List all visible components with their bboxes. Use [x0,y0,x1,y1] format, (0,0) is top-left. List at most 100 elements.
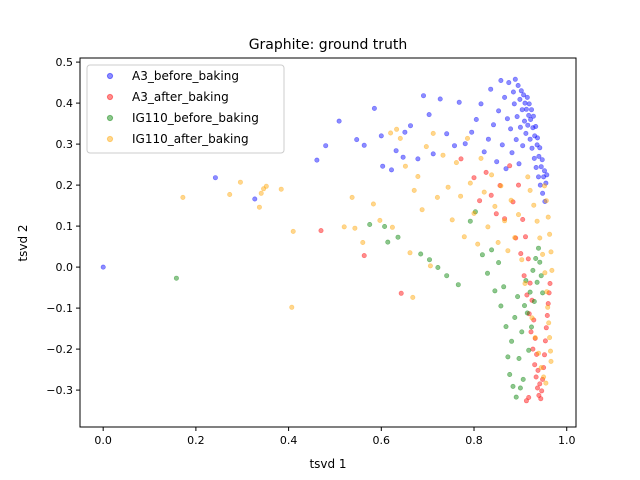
data-point [427,263,433,269]
y-tick-label: 0.2 [56,179,74,192]
data-point [515,182,521,188]
data-point [385,239,391,245]
x-axis-ticks: 0.0 0.2 0.4 0.6 0.8 1.0 [94,427,575,447]
data-point [530,113,536,119]
data-point [352,225,358,231]
data-point [514,114,520,120]
legend: A3_before_baking A3_after_baking IG110_bef… [86,64,285,154]
data-point [397,135,403,141]
y-tick-label: −0.1 [46,302,73,315]
data-point [540,290,546,296]
data-point [531,317,537,323]
data-point [415,156,421,162]
data-point [517,385,523,391]
data-point [492,288,498,294]
data-point [533,165,539,171]
data-point [402,163,408,169]
data-point [453,160,459,166]
data-point [540,251,546,257]
x-tick-label: 0.6 [373,434,391,447]
legend-marker [106,93,114,101]
data-point [527,280,533,286]
data-point [430,151,436,157]
data-point [541,168,547,174]
data-point [513,394,519,400]
data-point [502,216,508,222]
data-point [458,156,464,162]
data-point [528,324,534,330]
data-point [360,240,366,246]
data-point [526,101,532,107]
data-point [464,135,470,141]
data-point [415,174,421,180]
data-point [494,159,500,165]
data-point [510,383,516,389]
data-point [510,199,516,205]
data-point [479,252,485,258]
y-tick-label: 0.4 [56,97,74,110]
data-point [515,212,521,218]
data-point [534,142,540,148]
data-point [507,371,513,377]
data-point [278,186,284,192]
data-point [449,217,455,223]
data-point [445,184,451,190]
data-point [544,289,550,295]
data-point [490,122,496,128]
data-point [336,118,342,124]
data-point [341,224,347,230]
data-point [493,211,499,217]
data-point [541,365,547,371]
data-point [520,217,526,223]
data-point [526,311,532,317]
data-point [523,130,529,136]
data-point [426,257,432,263]
data-point [528,117,534,123]
data-point [543,180,549,186]
data-point [498,303,504,309]
x-tick-label: 0.4 [280,434,298,447]
data-point [478,101,484,107]
data-point [505,354,511,360]
data-point [173,275,179,281]
data-point [536,153,542,159]
data-point [495,240,501,246]
series-IG110_after_baking [180,126,555,386]
data-point [531,298,537,304]
data-point [519,257,525,263]
data-point [498,183,504,189]
y-tick-label: 0.0 [56,261,74,274]
y-tick-label: 0.3 [56,138,74,151]
series-IG110_before_baking [173,209,546,400]
data-point [388,130,394,136]
data-point [540,190,546,196]
data-point [100,264,106,270]
data-point [525,122,531,128]
data-point [536,392,542,398]
data-point [227,192,233,198]
data-point [549,267,555,273]
data-point [488,192,494,198]
data-point [532,133,538,139]
data-point [540,376,546,382]
data-point [314,157,320,163]
data-point [515,294,521,300]
legend-frame [86,64,285,154]
data-point [546,320,552,326]
data-point [505,248,511,254]
data-point [519,329,525,335]
data-point [543,325,549,331]
data-point [349,194,355,200]
data-point [535,174,541,180]
data-point [534,385,540,391]
y-axis-ticks: −0.3 −0.2 −0.1 0.0 0.1 0.2 0.3 0.4 0.5 [46,56,80,397]
data-point [318,228,324,234]
data-point [533,374,539,380]
data-point [496,260,502,266]
data-point [382,224,388,230]
data-point [400,154,406,160]
data-point [534,279,540,285]
x-tick-label: 1.0 [558,434,576,447]
data-point [462,141,468,147]
